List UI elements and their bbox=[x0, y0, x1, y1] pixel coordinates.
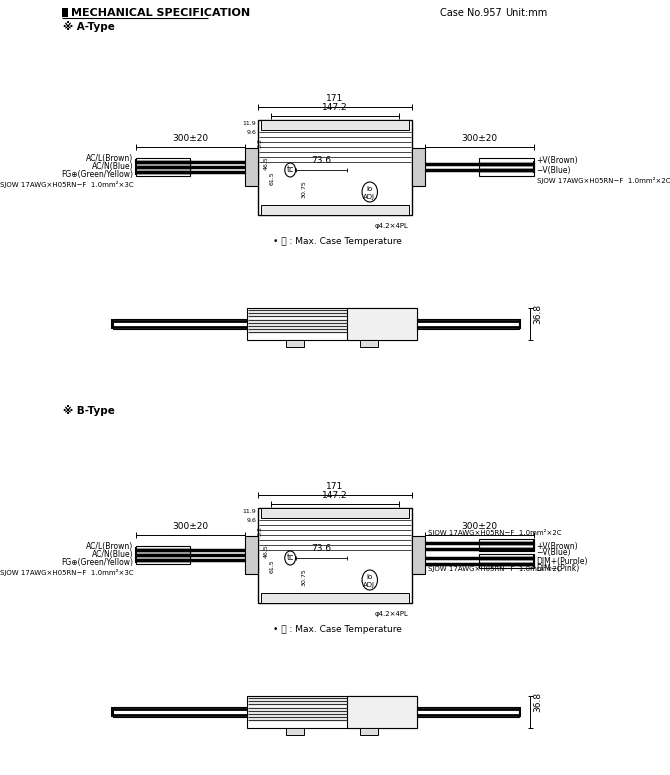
Text: SJOW 17AWG×H05RN−F  1.0mm²×2C: SJOW 17AWG×H05RN−F 1.0mm²×2C bbox=[537, 177, 670, 184]
Text: SJOW 17AWG×H05RN−F  1.0mm²×3C: SJOW 17AWG×H05RN−F 1.0mm²×3C bbox=[0, 569, 133, 576]
Text: 46.5: 46.5 bbox=[264, 544, 269, 558]
Text: 3.2: 3.2 bbox=[257, 138, 263, 148]
Text: SJOW 17AWG×H05RN−F  1.0mm²×2C: SJOW 17AWG×H05RN−F 1.0mm²×2C bbox=[429, 529, 562, 536]
Text: φ4.2×4PL: φ4.2×4PL bbox=[375, 611, 409, 617]
Bar bbox=[245, 148, 258, 186]
Text: 171: 171 bbox=[326, 482, 344, 491]
Text: Unit:mm: Unit:mm bbox=[505, 8, 547, 18]
Bar bbox=[261, 593, 409, 603]
Text: DIM+(Purple): DIM+(Purple) bbox=[537, 556, 588, 566]
Text: 300±20: 300±20 bbox=[462, 522, 498, 531]
Text: 147.2: 147.2 bbox=[322, 491, 348, 500]
Bar bbox=[261, 205, 409, 215]
Text: 61.5: 61.5 bbox=[270, 171, 275, 185]
Text: φ4.2×4PL: φ4.2×4PL bbox=[375, 223, 409, 229]
Text: AC/L(Brown): AC/L(Brown) bbox=[86, 542, 133, 552]
Bar bbox=[347, 308, 417, 340]
Bar bbox=[412, 148, 425, 186]
Bar bbox=[247, 696, 417, 728]
Text: FG⊕(Green/Yellow): FG⊕(Green/Yellow) bbox=[62, 170, 133, 180]
Text: Io: Io bbox=[366, 186, 373, 192]
Text: ADJ.: ADJ. bbox=[362, 194, 377, 200]
Text: 30.75: 30.75 bbox=[302, 568, 307, 586]
Text: • Ⓣ : Max. Case Temperature: • Ⓣ : Max. Case Temperature bbox=[273, 237, 402, 246]
Bar bbox=[113, 319, 247, 329]
Text: 300±20: 300±20 bbox=[172, 522, 208, 531]
Text: +V(Brown): +V(Brown) bbox=[537, 542, 578, 550]
Text: • Ⓣ : Max. Case Temperature: • Ⓣ : Max. Case Temperature bbox=[273, 625, 402, 634]
Bar bbox=[136, 546, 190, 564]
Text: Io: Io bbox=[366, 574, 373, 580]
Text: 61.5: 61.5 bbox=[270, 560, 275, 573]
Text: 30.75: 30.75 bbox=[302, 181, 307, 198]
Bar bbox=[347, 696, 417, 728]
Text: 36.8: 36.8 bbox=[534, 304, 543, 324]
Text: DIM−(Pink): DIM−(Pink) bbox=[537, 564, 580, 573]
Bar bbox=[245, 536, 258, 574]
Bar bbox=[258, 120, 412, 215]
Circle shape bbox=[362, 182, 377, 202]
Bar bbox=[417, 319, 519, 329]
Text: ADJ.: ADJ. bbox=[362, 582, 377, 588]
Bar bbox=[113, 707, 247, 717]
Bar bbox=[478, 539, 534, 551]
Text: 300±20: 300±20 bbox=[172, 134, 208, 143]
Circle shape bbox=[285, 163, 295, 177]
Text: 73.6: 73.6 bbox=[311, 156, 331, 165]
Bar bbox=[258, 508, 412, 603]
Bar bbox=[412, 536, 425, 574]
Bar bbox=[62, 8, 68, 17]
Text: −V(Blue): −V(Blue) bbox=[537, 549, 571, 557]
Bar bbox=[261, 508, 409, 518]
Text: 73.6: 73.6 bbox=[311, 544, 331, 553]
Text: SJOW 17AWG×H05RN−F  1.0mm²×2C: SJOW 17AWG×H05RN−F 1.0mm²×2C bbox=[429, 564, 562, 571]
Text: 36.8: 36.8 bbox=[534, 692, 543, 712]
Text: 147.2: 147.2 bbox=[322, 103, 348, 112]
Text: 11.9: 11.9 bbox=[243, 121, 256, 126]
Bar bbox=[478, 554, 534, 568]
Bar bbox=[285, 728, 304, 735]
Text: SJOW 17AWG×H05RN−F  1.0mm²×3C: SJOW 17AWG×H05RN−F 1.0mm²×3C bbox=[0, 181, 133, 188]
Text: 171: 171 bbox=[326, 94, 344, 103]
Text: 9.6: 9.6 bbox=[247, 130, 256, 135]
Text: 9.6: 9.6 bbox=[247, 518, 256, 523]
Text: tc: tc bbox=[287, 553, 294, 563]
Text: 11.9: 11.9 bbox=[243, 509, 256, 514]
Text: +V(Brown): +V(Brown) bbox=[537, 157, 578, 166]
Bar bbox=[247, 308, 417, 340]
Bar bbox=[360, 340, 379, 347]
Text: AC/N(Blue): AC/N(Blue) bbox=[92, 550, 133, 560]
Bar bbox=[417, 707, 519, 717]
Bar bbox=[136, 158, 190, 176]
Bar bbox=[261, 120, 409, 130]
Circle shape bbox=[362, 570, 377, 590]
Text: tc: tc bbox=[287, 166, 294, 174]
Text: AC/L(Brown): AC/L(Brown) bbox=[86, 154, 133, 164]
Text: ※ B-Type: ※ B-Type bbox=[63, 405, 115, 415]
Text: MECHANICAL SPECIFICATION: MECHANICAL SPECIFICATION bbox=[71, 8, 250, 18]
Text: 300±20: 300±20 bbox=[462, 134, 498, 143]
Text: 3.2: 3.2 bbox=[257, 526, 263, 536]
Circle shape bbox=[285, 551, 295, 565]
Text: FG⊕(Green/Yellow): FG⊕(Green/Yellow) bbox=[62, 559, 133, 567]
Text: AC/N(Blue): AC/N(Blue) bbox=[92, 163, 133, 171]
Text: −V(Blue): −V(Blue) bbox=[537, 166, 571, 174]
Bar bbox=[360, 728, 379, 735]
Text: 46.5: 46.5 bbox=[264, 157, 269, 170]
Text: Case No.957: Case No.957 bbox=[440, 8, 502, 18]
Text: ※ A-Type: ※ A-Type bbox=[63, 20, 115, 32]
Bar bbox=[478, 158, 534, 176]
Bar bbox=[285, 340, 304, 347]
